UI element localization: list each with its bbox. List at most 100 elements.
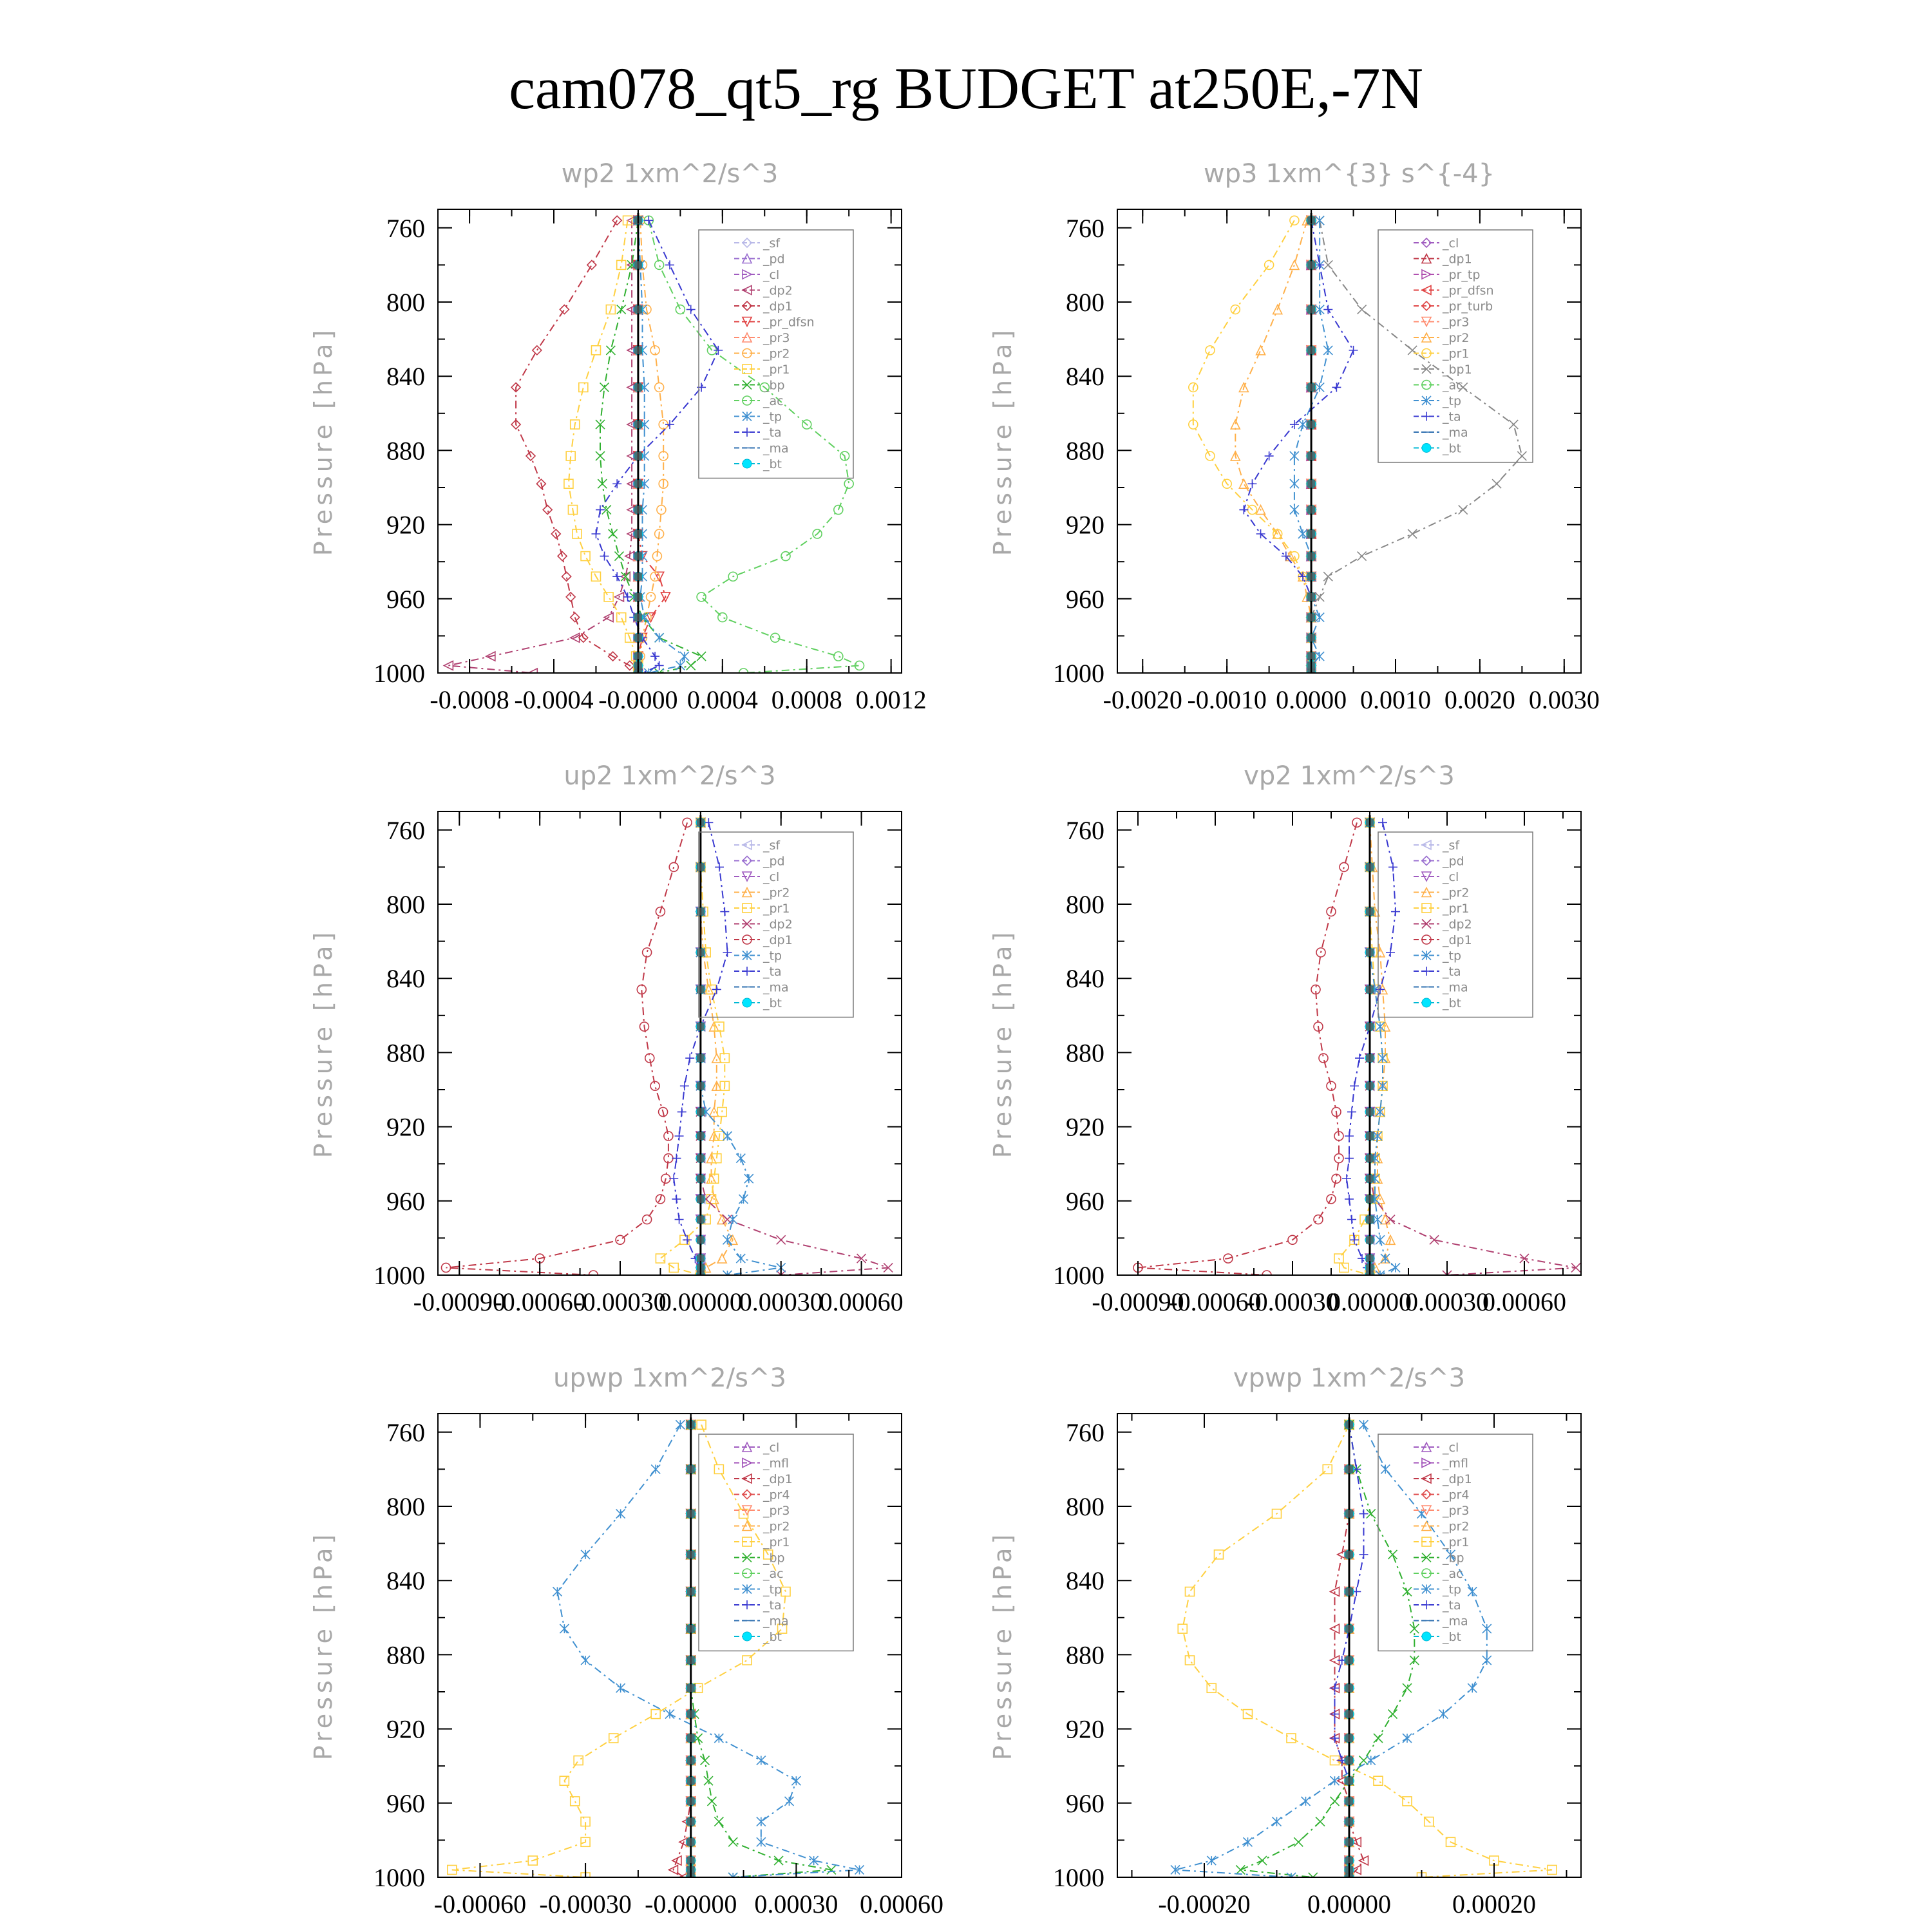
stacked-marker	[634, 573, 642, 581]
series-line	[567, 220, 639, 673]
data-point	[578, 632, 589, 643]
stacked-marker	[1345, 1797, 1353, 1805]
data-point	[708, 1130, 719, 1141]
data-point	[1373, 1776, 1383, 1786]
data-point	[1205, 451, 1215, 461]
data-point	[1264, 451, 1274, 461]
data-point	[1289, 420, 1299, 430]
stacked-marker	[1345, 1817, 1353, 1826]
data-point	[1316, 947, 1326, 958]
data-point	[616, 304, 627, 315]
x-tick-label: 0.00060	[860, 1889, 943, 1918]
stacked-marker	[696, 1175, 705, 1183]
stacked-marker	[634, 530, 642, 538]
plot-frame	[437, 811, 902, 1276]
legend-marker	[1421, 903, 1432, 913]
data-point	[1311, 984, 1321, 995]
x-tick-label: -0.00030	[1246, 1287, 1338, 1316]
y-tick-label: 1000	[374, 1863, 425, 1892]
data-point	[1438, 1709, 1448, 1719]
data-point	[1482, 1624, 1492, 1634]
stacked-marker	[634, 613, 642, 621]
data-point	[608, 1733, 619, 1743]
data-point	[826, 1864, 837, 1875]
data-point	[614, 551, 625, 562]
data-point	[655, 906, 666, 917]
y-tick-label: 800	[1066, 890, 1104, 919]
data-point	[1366, 1508, 1376, 1519]
data-point	[674, 1215, 684, 1224]
stacked-marker	[1307, 506, 1316, 514]
legend-item-ta: _ta	[1414, 965, 1461, 979]
data-point	[1255, 504, 1266, 515]
legend-label: _tp	[762, 1583, 782, 1597]
data-point	[1318, 1053, 1329, 1063]
data-point	[704, 818, 714, 828]
data-point	[1308, 1872, 1318, 1877]
data-point	[735, 1253, 746, 1264]
stacked-marker	[687, 1465, 695, 1473]
legend-label: _ma	[762, 1615, 789, 1629]
data-point	[622, 215, 633, 226]
legend-marker	[742, 1568, 752, 1578]
legend-item-sf: _sf	[734, 236, 781, 251]
legend-marker	[1421, 285, 1432, 296]
data-point	[1323, 345, 1333, 355]
stacked-marker	[634, 634, 642, 642]
data-point	[608, 529, 618, 539]
panel-title: vpwp 1xm^2/s^3	[1233, 1363, 1465, 1393]
data-point	[603, 592, 614, 602]
data-point	[1358, 1855, 1369, 1866]
legend-marker	[1422, 412, 1431, 421]
y-tick-label: 920	[1066, 1715, 1104, 1744]
x-tick-label: -0.0000	[598, 685, 677, 714]
stacked-marker	[1366, 1255, 1374, 1263]
legend-marker	[1421, 443, 1432, 453]
legend-item-pr2: _pr2	[734, 347, 790, 361]
series-line	[1293, 220, 1329, 673]
data-point	[1322, 1464, 1333, 1475]
legend-item-dp2: _dp2	[1414, 918, 1472, 932]
data-point	[1289, 478, 1300, 489]
legend-label: _bt	[762, 457, 782, 471]
data-point	[1184, 1655, 1195, 1665]
data-point	[1423, 1816, 1434, 1827]
series-tp	[552, 1419, 865, 1877]
legend-item-ma: _ma	[734, 981, 789, 995]
data-point	[770, 632, 781, 643]
legend-item-bt: _bt	[734, 996, 782, 1010]
data-point	[1313, 1021, 1323, 1032]
legend-marker	[742, 395, 752, 406]
x-tick-label: -0.0008	[430, 685, 509, 714]
stacked-marker	[696, 1023, 705, 1031]
legend-item-bp: _bp	[734, 1551, 785, 1566]
data-point	[1358, 1755, 1369, 1766]
y-tick-label: 1000	[1053, 659, 1104, 688]
data-point	[719, 1081, 730, 1092]
data-point	[612, 215, 623, 226]
data-point	[1287, 1235, 1298, 1245]
data-point	[735, 1153, 746, 1164]
data-point	[744, 1173, 754, 1184]
data-point	[536, 478, 547, 489]
legend-item-pr3: _pr3	[1414, 316, 1469, 330]
legend-label: _tp	[762, 949, 782, 963]
data-point	[1323, 571, 1333, 582]
data-point	[556, 551, 568, 562]
data-point	[559, 304, 570, 315]
data-point	[738, 1194, 749, 1204]
legend-item-pr2: _pr2	[734, 1520, 790, 1534]
legend-item-bp: _bp	[734, 379, 785, 393]
data-point	[669, 1174, 679, 1184]
data-point	[1429, 1235, 1439, 1245]
data-point	[1235, 1864, 1245, 1875]
legend-item-pr_turb: _pr_turb	[1414, 299, 1493, 314]
data-point	[781, 1586, 791, 1597]
stacked-marker	[696, 1215, 705, 1224]
data-point	[580, 551, 591, 562]
data-point	[756, 1755, 766, 1766]
data-point	[714, 862, 724, 872]
x-tick-label: 0.00030	[754, 1889, 838, 1918]
legend-label: _pr3	[762, 331, 790, 345]
data-point	[638, 668, 647, 673]
